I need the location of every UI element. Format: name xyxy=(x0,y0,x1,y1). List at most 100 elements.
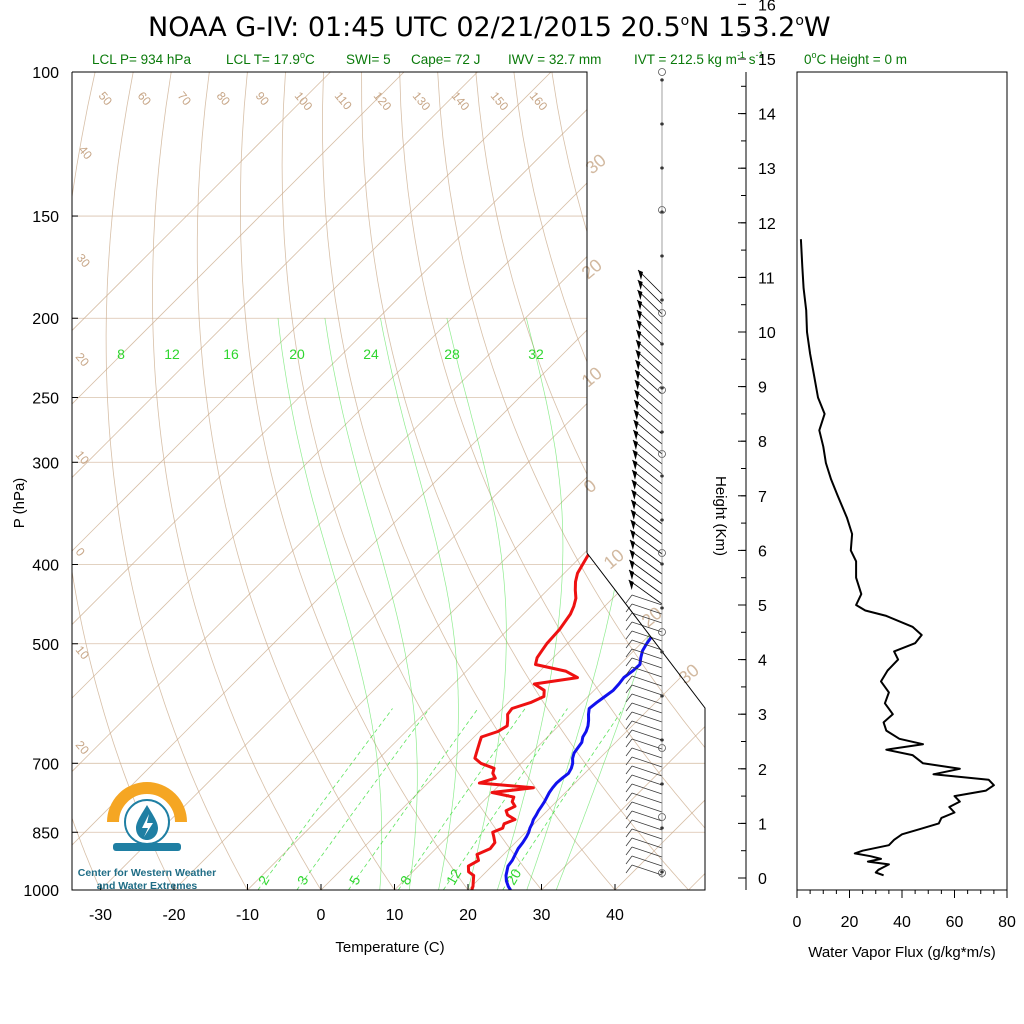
flux-y-tick-label: 8 xyxy=(758,434,767,451)
wind-barb xyxy=(631,648,663,660)
isotherm-line xyxy=(72,72,331,890)
dry-adiabat-line xyxy=(437,72,705,890)
flux-y-tick-label: 4 xyxy=(758,653,767,670)
wind-barb xyxy=(629,549,663,575)
wind-barb xyxy=(631,837,663,849)
wind-barb-feather xyxy=(625,684,633,694)
logo-wave-band xyxy=(113,843,181,851)
dry-adiabat-line xyxy=(703,72,705,890)
y-axis-label: P (hPa) xyxy=(11,478,28,529)
wind-barb xyxy=(631,594,663,606)
wind-barb-flag xyxy=(638,270,643,280)
y-tick-label: 250 xyxy=(32,391,59,408)
mixing-ratio-label: 3 xyxy=(294,873,312,888)
wind-barb xyxy=(631,747,663,759)
dry-adiabat-label: 70 xyxy=(175,89,195,108)
wind-barb xyxy=(630,519,663,545)
flux-x-tick-label: 20 xyxy=(841,914,859,931)
isotherm-line xyxy=(72,72,552,890)
y-tick-label: 150 xyxy=(32,209,59,226)
logo-bolt-icon xyxy=(142,814,153,837)
flux-y-tick-label: 15 xyxy=(758,52,776,69)
flux-y-tick-label: 5 xyxy=(758,598,767,615)
mixing-ratio-label: 5 xyxy=(346,873,364,888)
wind-barb-flag xyxy=(632,470,637,480)
isotherm-line xyxy=(523,72,705,890)
flux-x-axis-label: Water Vapor Flux (g/kg*m/s) xyxy=(808,944,996,961)
wind-barb xyxy=(631,720,663,732)
wind-barb xyxy=(631,810,663,822)
wind-barb-feather xyxy=(625,729,633,739)
wind-barb-flag xyxy=(629,570,634,580)
wind-barb xyxy=(631,828,663,840)
wind-barb-flag xyxy=(631,490,637,500)
wind-barb-flag xyxy=(636,310,642,320)
flux-frame xyxy=(796,71,1008,891)
isotherm-label: 20 xyxy=(73,350,93,369)
wind-barb-flag xyxy=(632,450,638,460)
wind-barb xyxy=(631,792,663,804)
flux-y-tick-label: 2 xyxy=(758,762,767,779)
moist-adiabat-label: 20 xyxy=(289,346,305,362)
wind-barb-feather xyxy=(625,621,633,631)
wind-barb-feather xyxy=(625,594,633,604)
isotherm-line xyxy=(303,72,705,890)
isotherm-label: 30 xyxy=(582,150,610,178)
wind-barb xyxy=(629,559,663,585)
wind-barb-feather xyxy=(625,693,633,703)
flux-y-tick-label: 3 xyxy=(758,707,767,724)
flux-y-tick-label: 6 xyxy=(758,543,767,560)
isotherm-label: 10 xyxy=(578,363,606,391)
wind-barb xyxy=(632,449,663,475)
wind-barb xyxy=(630,509,663,535)
wind-barb-flag xyxy=(634,390,640,400)
dry-adiabat-line xyxy=(239,72,482,890)
dry-adiabat-label: 140 xyxy=(449,89,473,114)
wind-barb-feather xyxy=(625,720,633,730)
cw3e-logo: Center for Western Weather and Water Ext… xyxy=(78,782,216,892)
moist-adiabat-line xyxy=(497,318,564,890)
wind-barb xyxy=(632,439,663,465)
isotherm-label: 0 xyxy=(73,545,88,559)
dry-adiabat-line xyxy=(72,72,109,890)
temperature-line xyxy=(466,326,705,890)
isotherm-line xyxy=(72,72,625,890)
moist-adiabat-line xyxy=(380,318,459,890)
moist-adiabat-line xyxy=(446,318,507,890)
flux-y-tick-label: 7 xyxy=(758,489,767,506)
flux-y-tick-label: 11 xyxy=(758,270,775,287)
wind-barb xyxy=(631,639,663,651)
wind-barb xyxy=(631,756,663,768)
isotherm-line xyxy=(82,72,705,890)
wind-barb-flag xyxy=(629,560,635,570)
x-tick-label: 30 xyxy=(533,907,551,924)
x-tick-label: -10 xyxy=(236,907,259,924)
wind-barb-flag xyxy=(637,280,643,290)
flux-y-tick-label: 13 xyxy=(758,161,776,178)
wind-barb-flag xyxy=(633,420,639,430)
isotherm-line xyxy=(450,72,705,890)
moist-adiabat-label: 8 xyxy=(117,346,125,362)
x-tick-label: 0 xyxy=(317,907,326,924)
wind-barb xyxy=(631,657,663,669)
wind-barb-flag xyxy=(636,330,642,340)
wind-barb xyxy=(631,783,663,795)
flux-y-tick-label: 9 xyxy=(758,380,767,397)
y-tick-label: 500 xyxy=(32,637,59,654)
wind-barb-feather xyxy=(625,792,633,802)
dry-adiabat-line xyxy=(857,72,1024,907)
wind-barb-flag xyxy=(633,430,639,440)
flux-y-tick-label: 0 xyxy=(758,871,767,888)
wind-barb xyxy=(631,864,663,876)
flux-y-tick-label: 10 xyxy=(758,325,776,342)
wind-barb xyxy=(631,711,663,723)
wind-barb-feather xyxy=(625,711,633,721)
wind-barb-feather xyxy=(625,639,633,649)
wind-barb xyxy=(631,846,663,858)
wind-barb-feather xyxy=(625,666,633,676)
logo-line2: and Water Extremes xyxy=(97,880,198,892)
dry-adiabat-line xyxy=(475,72,705,890)
wind-barb xyxy=(633,409,663,435)
y-tick-label: 300 xyxy=(32,455,59,472)
